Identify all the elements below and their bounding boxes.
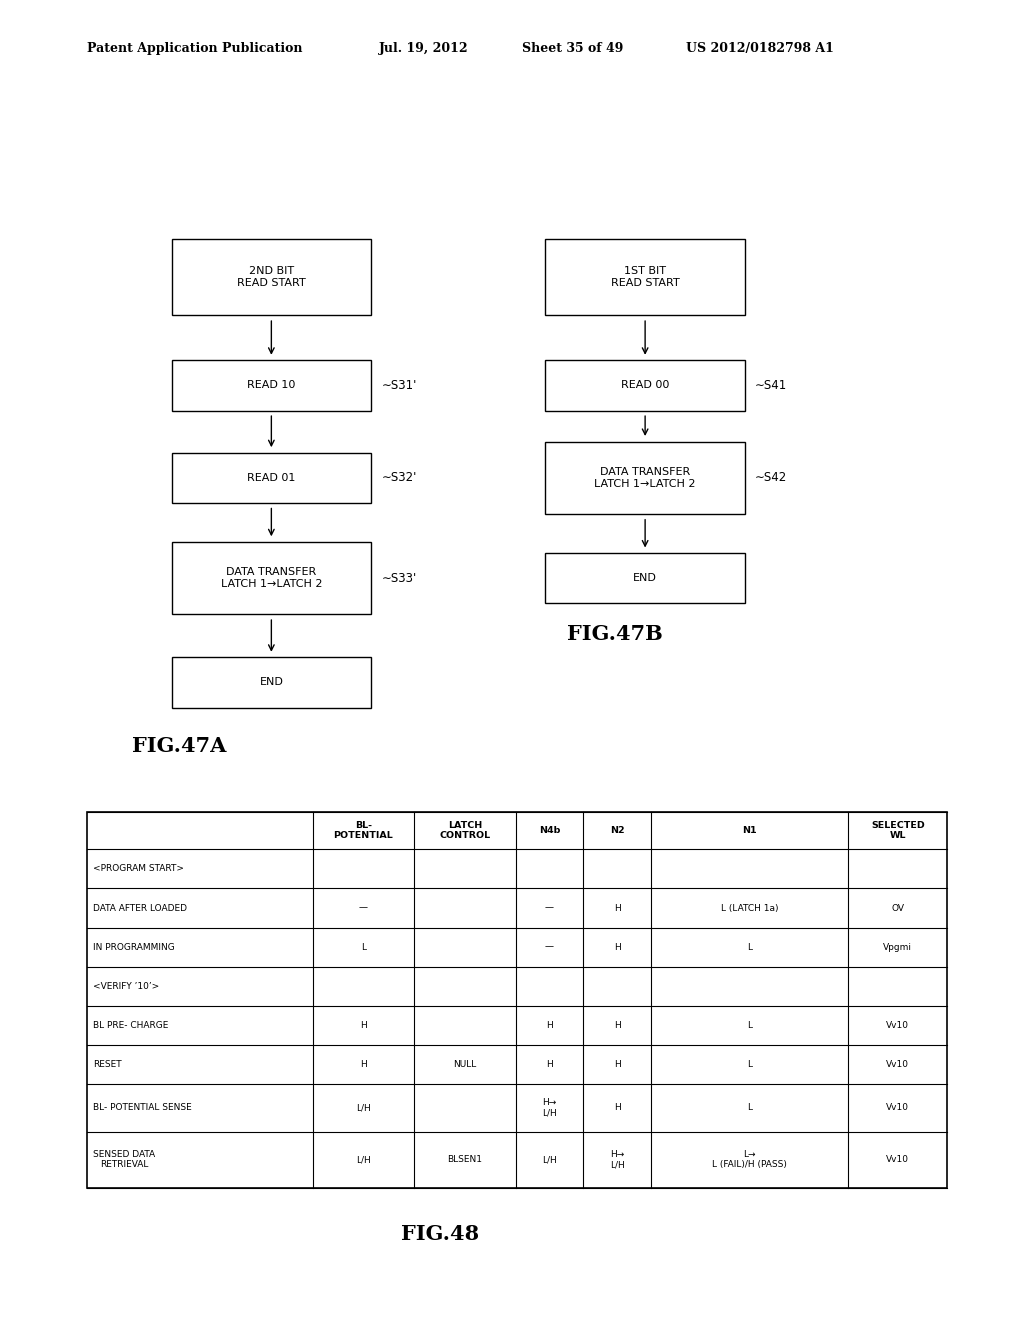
Text: L/H: L/H [356, 1155, 371, 1164]
Text: SELECTED
WL: SELECTED WL [871, 821, 925, 841]
Text: DATA TRANSFER
LATCH 1→LATCH 2: DATA TRANSFER LATCH 1→LATCH 2 [594, 467, 696, 488]
Text: L/H: L/H [542, 1155, 557, 1164]
Text: —: — [545, 942, 554, 952]
Bar [545, 553, 745, 603]
Text: H: H [613, 1104, 621, 1113]
Bar [172, 541, 372, 614]
Text: ∼S41: ∼S41 [756, 379, 787, 392]
Bar [545, 360, 745, 411]
Text: BL-
POTENTIAL: BL- POTENTIAL [334, 821, 393, 841]
Text: N1: N1 [742, 826, 757, 836]
Text: READ 01: READ 01 [247, 473, 296, 483]
Text: IN PROGRAMMING: IN PROGRAMMING [93, 942, 175, 952]
Text: Sheet 35 of 49: Sheet 35 of 49 [522, 42, 624, 54]
Text: L: L [360, 942, 366, 952]
Text: N4b: N4b [539, 826, 560, 836]
Text: BLSEN1: BLSEN1 [447, 1155, 482, 1164]
Text: ∼S33': ∼S33' [382, 572, 417, 585]
Text: H→
L/H: H→ L/H [542, 1098, 557, 1118]
Text: L (LATCH 1a): L (LATCH 1a) [721, 903, 778, 912]
Text: Vv10: Vv10 [887, 1060, 909, 1069]
Text: Patent Application Publication: Patent Application Publication [87, 42, 302, 54]
Text: H→
L/H: H→ L/H [610, 1150, 625, 1170]
Text: H: H [613, 903, 621, 912]
Text: Vv10: Vv10 [887, 1104, 909, 1113]
Text: H: H [546, 1060, 553, 1069]
Text: 1ST BIT
READ START: 1ST BIT READ START [610, 267, 680, 288]
Text: RESET: RESET [93, 1060, 122, 1069]
Text: FIG.48: FIG.48 [401, 1224, 479, 1245]
Text: DATA AFTER LOADED: DATA AFTER LOADED [93, 903, 187, 912]
Text: L/H: L/H [356, 1104, 371, 1113]
Text: L: L [748, 942, 753, 952]
Text: READ 00: READ 00 [621, 380, 670, 391]
Text: SENSED DATA
RETRIEVAL: SENSED DATA RETRIEVAL [93, 1150, 156, 1170]
Text: Vpgmi: Vpgmi [884, 942, 912, 952]
Text: 2ND BIT
READ START: 2ND BIT READ START [237, 267, 306, 288]
Text: N2: N2 [610, 826, 625, 836]
Text: <VERIFY ’10’>: <VERIFY ’10’> [93, 982, 160, 990]
Bar [172, 453, 372, 503]
Text: OV: OV [891, 903, 904, 912]
Text: H: H [546, 1020, 553, 1030]
Text: H: H [360, 1020, 367, 1030]
Text: H: H [360, 1060, 367, 1069]
Bar [87, 812, 947, 1188]
Text: —: — [545, 903, 554, 912]
Bar [545, 239, 745, 315]
Text: BL PRE- CHARGE: BL PRE- CHARGE [93, 1020, 169, 1030]
Bar [172, 360, 372, 411]
Text: H: H [613, 942, 621, 952]
Text: END: END [259, 677, 284, 688]
Text: LATCH
CONTROL: LATCH CONTROL [439, 821, 490, 841]
Text: END: END [633, 573, 657, 583]
Text: DATA TRANSFER
LATCH 1→LATCH 2: DATA TRANSFER LATCH 1→LATCH 2 [220, 568, 323, 589]
Text: READ 10: READ 10 [247, 380, 296, 391]
Text: L: L [748, 1104, 753, 1113]
Text: BL- POTENTIAL SENSE: BL- POTENTIAL SENSE [93, 1104, 191, 1113]
Text: H: H [613, 1020, 621, 1030]
Bar [172, 657, 372, 708]
Text: Vv10: Vv10 [887, 1020, 909, 1030]
Text: ∼S42: ∼S42 [756, 471, 787, 484]
Text: L→
L (FAIL)/H (PASS): L→ L (FAIL)/H (PASS) [713, 1150, 787, 1170]
Text: FIG.47B: FIG.47B [566, 623, 663, 644]
Text: FIG.47A: FIG.47A [132, 735, 226, 756]
Bar [172, 239, 372, 315]
Text: ∼S31': ∼S31' [382, 379, 417, 392]
Text: Vv10: Vv10 [887, 1155, 909, 1164]
Bar [545, 441, 745, 513]
Text: L: L [748, 1020, 753, 1030]
Text: ∼S32': ∼S32' [382, 471, 417, 484]
Text: NULL: NULL [454, 1060, 476, 1069]
Text: US 2012/0182798 A1: US 2012/0182798 A1 [686, 42, 834, 54]
Text: L: L [748, 1060, 753, 1069]
Text: Jul. 19, 2012: Jul. 19, 2012 [379, 42, 469, 54]
Text: H: H [613, 1060, 621, 1069]
Text: <PROGRAM START>: <PROGRAM START> [93, 865, 184, 874]
Text: —: — [359, 903, 368, 912]
